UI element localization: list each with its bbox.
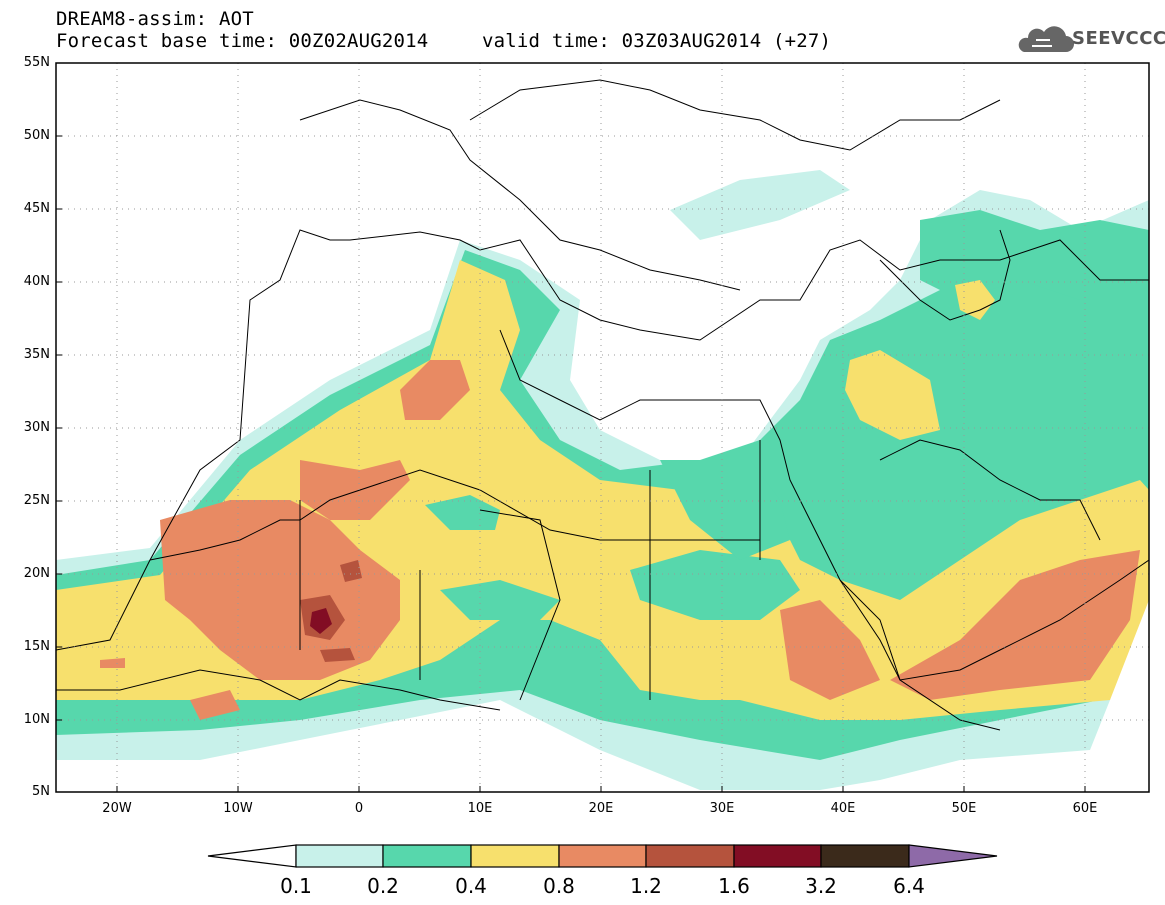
- aot-band-0-8-arabia: [890, 550, 1140, 700]
- lat-label: 20N: [23, 566, 50, 581]
- aot-band-0-4-caspian: [955, 280, 995, 320]
- aot-patch-sudan: [630, 550, 800, 620]
- colorbar-high-arrow: [908, 844, 998, 868]
- forecast-base-time: Forecast base time: 00Z02AUG2014: [56, 30, 429, 52]
- aot-band-1-2-b: [340, 560, 362, 582]
- colorbar-label: 0.2: [367, 874, 399, 898]
- lon-label: 20E: [588, 801, 614, 816]
- lon-label: 40E: [830, 801, 856, 816]
- colorbar-label: 1.2: [630, 874, 662, 898]
- aot-band-0-8-ethiopia: [780, 600, 880, 700]
- lon-label: 50E: [951, 801, 977, 816]
- map-title: DREAM8-assim: AOT: [56, 8, 254, 30]
- lon-label: 0: [354, 801, 364, 816]
- aot-band-1-6: [310, 608, 332, 634]
- aot-band-0-8-mali: [300, 460, 410, 520]
- aot-band-0-8-senegal: [100, 658, 125, 668]
- logo-text: SEEVCCC: [1072, 28, 1165, 49]
- colorbar-swatch-1: [295, 844, 384, 868]
- colorbar-low-arrow: [207, 844, 297, 868]
- aot-band-0-2-ne: [920, 210, 1149, 300]
- colorbar-label: 3.2: [805, 874, 837, 898]
- seevccc-logo: SEEVCCC: [1018, 22, 1165, 56]
- aot-band-0-8-guinea: [190, 690, 240, 720]
- lat-label: 45N: [23, 201, 50, 216]
- aot-band-0-8-algeria: [400, 360, 470, 420]
- aot-patch-egypt: [660, 460, 790, 560]
- colorbar-label: 6.4: [893, 874, 925, 898]
- lat-label: 25N: [23, 493, 50, 508]
- coastlines: [56, 79, 1149, 731]
- valid-time: valid time: 03Z03AUG2014 (+27): [482, 30, 832, 52]
- lon-label: 10E: [467, 801, 493, 816]
- lon-label: 20W: [102, 801, 132, 816]
- lat-label: 10N: [23, 712, 50, 727]
- lat-label: 55N: [23, 55, 50, 70]
- colorbar-label: 0.8: [543, 874, 575, 898]
- colorbar-swatch-4: [558, 844, 647, 868]
- colorbar-swatch-3: [470, 844, 560, 868]
- lat-label: 35N: [23, 347, 50, 362]
- colorbar-swatch-7: [820, 844, 910, 868]
- colorbar-swatch-2: [382, 844, 472, 868]
- colorbar-swatch-5: [645, 844, 735, 868]
- aot-band-0-4-gulf: [845, 350, 940, 440]
- aot-band-1-2-c: [320, 648, 355, 662]
- colorbar-label: 1.6: [718, 874, 750, 898]
- aot-band-0-1-east: [670, 170, 850, 240]
- lon-label: 30E: [709, 801, 735, 816]
- lon-label: 60E: [1072, 801, 1098, 816]
- lat-label: 50N: [23, 128, 50, 143]
- aot-patch-niger: [440, 580, 560, 620]
- lat-label: 5N: [32, 784, 50, 799]
- lon-label: 10W: [223, 801, 253, 816]
- aot-patch-central-sahara: [425, 495, 500, 530]
- colorbar-label: 0.1: [280, 874, 312, 898]
- colorbar-swatch-6: [733, 844, 822, 868]
- lat-label: 15N: [23, 639, 50, 654]
- lat-label: 40N: [23, 274, 50, 289]
- colorbar-label: 0.4: [455, 874, 487, 898]
- colorbar: [207, 844, 998, 868]
- cloud-icon: [1018, 26, 1074, 52]
- graticule: [56, 63, 1149, 792]
- lat-label: 30N: [23, 420, 50, 435]
